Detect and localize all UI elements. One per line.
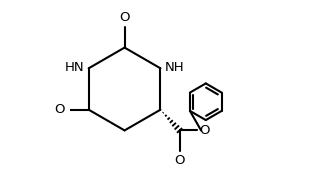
Text: O: O [174,153,185,166]
Text: O: O [199,124,210,137]
Text: HN: HN [65,61,85,74]
Text: O: O [54,103,65,116]
Text: NH: NH [164,61,184,74]
Text: O: O [119,12,130,25]
